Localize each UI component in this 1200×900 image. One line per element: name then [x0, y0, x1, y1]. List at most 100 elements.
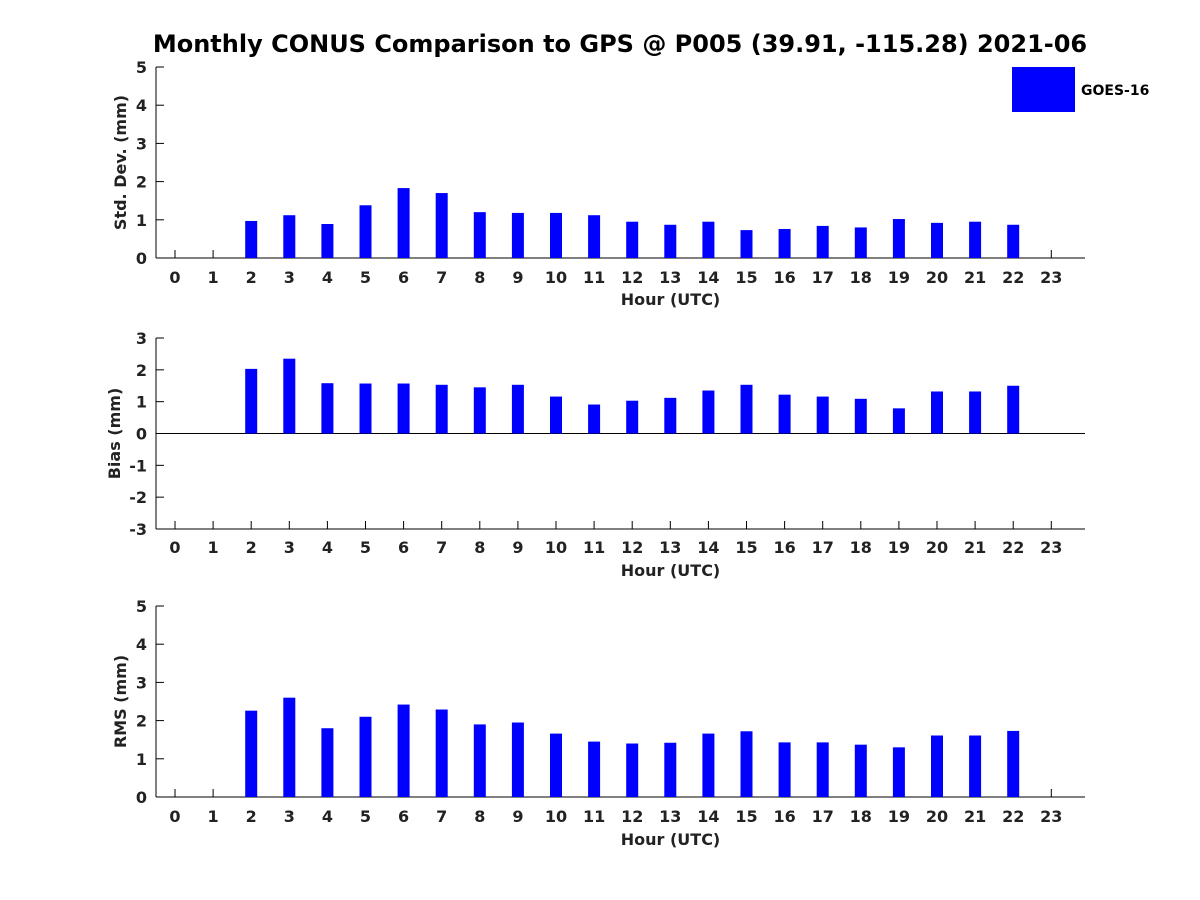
bar — [321, 383, 334, 434]
bar — [588, 404, 601, 434]
bar — [969, 391, 982, 434]
x-tick-label: 4 — [322, 538, 333, 557]
x-tick-label: 1 — [208, 807, 219, 826]
x-tick-label: 2 — [246, 268, 257, 287]
x-tick-label: 13 — [659, 268, 681, 287]
bar — [359, 205, 372, 258]
bar — [245, 710, 258, 797]
x-tick-label: 0 — [169, 807, 180, 826]
x-tick-label: 1 — [208, 268, 219, 287]
legend-swatch — [1012, 67, 1075, 112]
x-tick-label: 8 — [474, 268, 485, 287]
bar — [473, 387, 486, 434]
bar — [892, 219, 905, 258]
bar — [816, 396, 829, 434]
x-tick-label: 21 — [964, 268, 986, 287]
y-axis-label: RMS (mm) — [111, 655, 130, 748]
x-axis-label: Hour (UTC) — [621, 561, 721, 580]
bar — [740, 731, 753, 797]
bar — [435, 384, 448, 434]
bar — [892, 747, 905, 797]
x-tick-label: 9 — [512, 268, 523, 287]
y-axis-label: Std. Dev. (mm) — [111, 95, 130, 230]
y-tick-label: 2 — [136, 361, 147, 380]
x-axis-label: Hour (UTC) — [621, 290, 721, 309]
x-tick-label: 16 — [773, 268, 795, 287]
y-tick-label: 4 — [136, 96, 147, 115]
bar — [245, 368, 258, 434]
x-tick-label: 0 — [169, 538, 180, 557]
x-tick-label: 3 — [284, 807, 295, 826]
bar — [435, 709, 448, 797]
x-tick-label: 23 — [1040, 268, 1062, 287]
x-tick-label: 3 — [284, 268, 295, 287]
x-tick-label: 4 — [322, 807, 333, 826]
bar — [435, 193, 448, 258]
bar — [550, 212, 562, 258]
x-tick-label: 11 — [583, 538, 605, 557]
bar — [473, 212, 486, 258]
x-tick-label: 17 — [812, 538, 834, 557]
x-tick-label: 18 — [850, 268, 872, 287]
x-tick-label: 12 — [621, 538, 643, 557]
bar — [397, 188, 410, 258]
x-tick-label: 10 — [545, 268, 567, 287]
y-tick-label: 5 — [136, 597, 147, 616]
bar — [702, 390, 715, 434]
x-tick-label: 23 — [1040, 538, 1062, 557]
x-tick-label: 2 — [246, 807, 257, 826]
bar — [283, 697, 296, 797]
y-tick-label: 3 — [136, 673, 147, 692]
x-tick-label: 21 — [964, 807, 986, 826]
bar — [664, 224, 677, 258]
x-tick-label: 18 — [850, 807, 872, 826]
bar — [892, 408, 905, 434]
bar — [588, 741, 601, 797]
bar — [397, 704, 410, 797]
x-tick-label: 8 — [474, 807, 485, 826]
bar — [702, 221, 715, 258]
bar — [702, 733, 715, 797]
y-tick-label: 3 — [136, 329, 147, 348]
bar — [931, 391, 943, 434]
x-tick-label: 10 — [545, 538, 567, 557]
x-tick-label: 12 — [621, 807, 643, 826]
x-tick-label: 7 — [436, 268, 447, 287]
x-tick-label: 16 — [773, 538, 795, 557]
x-tick-label: 18 — [850, 538, 872, 557]
legend: GOES-16 — [1012, 67, 1149, 112]
bar — [550, 396, 562, 434]
x-tick-label: 9 — [512, 807, 523, 826]
bar — [1007, 385, 1020, 434]
x-axis-label: Hour (UTC) — [621, 830, 721, 849]
bar — [321, 224, 334, 258]
x-tick-label: 20 — [926, 268, 948, 287]
x-tick-label: 7 — [436, 538, 447, 557]
bar — [816, 225, 829, 258]
bar — [740, 384, 753, 434]
x-tick-label: 8 — [474, 538, 485, 557]
x-tick-label: 14 — [697, 268, 719, 287]
x-tick-label: 9 — [512, 538, 523, 557]
bar — [854, 398, 867, 434]
x-tick-label: 15 — [735, 807, 757, 826]
y-tick-label: 5 — [136, 58, 147, 77]
x-tick-label: 22 — [1002, 268, 1024, 287]
x-tick-label: 23 — [1040, 807, 1062, 826]
y-tick-label: 1 — [136, 750, 147, 769]
bar — [931, 735, 943, 797]
y-tick-label: 2 — [136, 173, 147, 192]
x-tick-label: 15 — [735, 538, 757, 557]
x-tick-label: 3 — [284, 538, 295, 557]
bar — [359, 716, 372, 797]
y-tick-label: -2 — [129, 488, 147, 507]
x-tick-label: 19 — [888, 538, 910, 557]
y-tick-label: 0 — [136, 425, 147, 444]
bar — [664, 397, 677, 434]
x-tick-label: 6 — [398, 807, 409, 826]
x-tick-label: 16 — [773, 807, 795, 826]
